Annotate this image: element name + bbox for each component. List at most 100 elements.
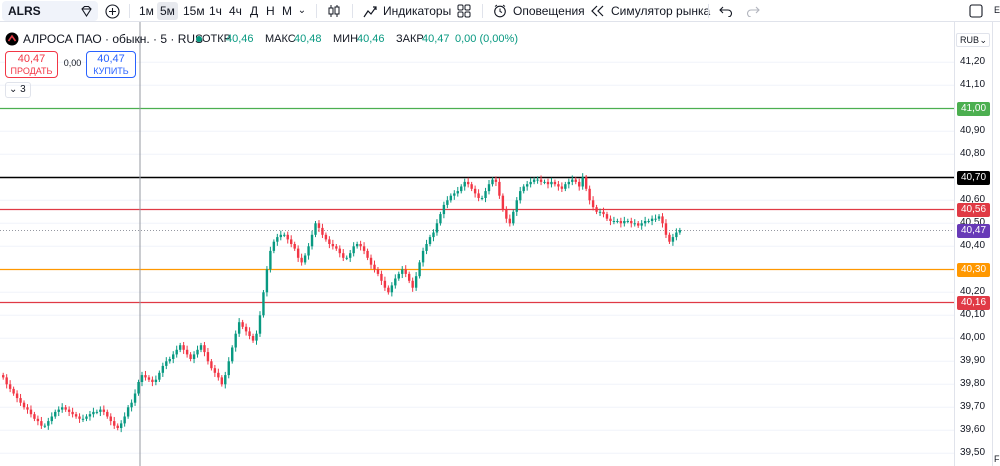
candle bbox=[633, 219, 636, 227]
replay-button[interactable]: Симулятор рынка bbox=[611, 4, 711, 18]
candle bbox=[269, 246, 272, 273]
timeframe-more-icon[interactable]: ⌄ bbox=[297, 5, 307, 16]
candle bbox=[643, 216, 647, 227]
candle bbox=[616, 218, 619, 224]
candle bbox=[460, 184, 463, 194]
collapse-indicators-button[interactable]: ⌄ 3 bbox=[5, 82, 31, 98]
add-symbol-icon[interactable] bbox=[104, 0, 120, 22]
candle bbox=[314, 221, 317, 238]
candles-icon[interactable] bbox=[326, 0, 342, 22]
candle bbox=[43, 423, 47, 428]
timeframe-day[interactable]: Д bbox=[250, 4, 259, 18]
candle bbox=[12, 386, 15, 396]
candle bbox=[494, 176, 498, 187]
undo-icon[interactable] bbox=[718, 0, 734, 22]
candle bbox=[564, 181, 567, 192]
symbol-search[interactable]: ALRS bbox=[2, 1, 98, 21]
candle bbox=[279, 230, 282, 241]
candle bbox=[67, 406, 71, 417]
candle bbox=[380, 270, 383, 285]
candle bbox=[512, 209, 515, 226]
candle bbox=[300, 253, 303, 266]
candle bbox=[605, 211, 609, 221]
candle bbox=[640, 220, 643, 230]
candle bbox=[505, 206, 508, 223]
change-value: 0,00 (0,00%) bbox=[455, 33, 518, 45]
buy-button[interactable]: 40,47 КУПИТЬ bbox=[86, 51, 136, 78]
candle bbox=[324, 232, 328, 242]
candle bbox=[456, 186, 459, 197]
templates-icon[interactable] bbox=[456, 0, 472, 22]
last-price-label: 40,47 bbox=[957, 223, 990, 238]
candle bbox=[574, 177, 577, 185]
replay-icon[interactable] bbox=[590, 0, 606, 22]
candle bbox=[234, 330, 237, 352]
candle bbox=[525, 180, 529, 191]
indicators-button[interactable]: Индикаторы bbox=[383, 4, 452, 18]
price-tick-label: 40,90 bbox=[960, 125, 986, 137]
candle bbox=[376, 267, 380, 277]
candle bbox=[442, 201, 446, 219]
candle bbox=[15, 390, 19, 403]
candle bbox=[47, 417, 50, 430]
compare-icon[interactable] bbox=[78, 0, 94, 22]
price-tick-label: 40,00 bbox=[960, 332, 986, 344]
timeframe-1m[interactable]: 1м bbox=[139, 4, 154, 18]
candle bbox=[401, 266, 404, 279]
candle bbox=[671, 233, 675, 246]
candle bbox=[612, 216, 616, 225]
timeframe-4h[interactable]: 4ч bbox=[229, 4, 242, 18]
candle bbox=[328, 236, 331, 249]
timeframe-1h[interactable]: 1ч bbox=[209, 4, 222, 18]
timeframe-month[interactable]: М bbox=[282, 4, 292, 18]
candle bbox=[366, 248, 369, 261]
alerts-button[interactable]: Оповещения bbox=[513, 4, 585, 18]
redo-icon[interactable] bbox=[745, 0, 761, 22]
candle bbox=[630, 217, 633, 228]
candle bbox=[231, 345, 234, 364]
indicators-icon[interactable] bbox=[362, 0, 378, 22]
price-tick-label: 39,80 bbox=[960, 378, 986, 390]
candle bbox=[515, 197, 518, 216]
alerts-icon[interactable] bbox=[492, 0, 508, 22]
candle bbox=[480, 195, 484, 201]
candle bbox=[185, 345, 189, 358]
candle bbox=[466, 177, 470, 188]
candle bbox=[623, 216, 626, 227]
level-price-label: 40,16 bbox=[957, 295, 990, 310]
candle bbox=[255, 330, 258, 345]
candle bbox=[584, 175, 588, 192]
price-tick-label: 39,60 bbox=[960, 424, 986, 436]
candle bbox=[591, 196, 595, 211]
candle bbox=[224, 371, 227, 389]
price-tick-label: 41,10 bbox=[960, 79, 986, 91]
candle bbox=[272, 239, 276, 254]
currency-selector[interactable]: RUB ⌄ bbox=[956, 33, 990, 47]
candle bbox=[522, 184, 525, 194]
market-status-dot bbox=[196, 36, 202, 42]
candle bbox=[546, 178, 550, 189]
candle bbox=[99, 406, 102, 417]
edge-label-bottom: F bbox=[994, 454, 1000, 464]
candle bbox=[74, 411, 78, 419]
toolbar-divider bbox=[708, 4, 709, 18]
candle bbox=[60, 403, 64, 413]
candle bbox=[362, 242, 366, 255]
timeframe-week[interactable]: Н bbox=[266, 4, 275, 18]
timeframe-5m[interactable]: 5м bbox=[157, 2, 178, 20]
candle bbox=[78, 413, 81, 423]
candle bbox=[331, 239, 335, 250]
candle bbox=[283, 232, 286, 238]
indicator-count: 3 bbox=[20, 84, 26, 95]
candle bbox=[88, 410, 92, 421]
price-tick-label: 40,20 bbox=[960, 286, 986, 298]
sell-button[interactable]: 40,47 ПРОДАТЬ bbox=[5, 51, 58, 78]
layout-icon[interactable] bbox=[968, 0, 984, 22]
candle bbox=[532, 177, 536, 185]
candle bbox=[290, 235, 293, 248]
timeframe-15m[interactable]: 15м bbox=[183, 4, 205, 18]
candle bbox=[421, 247, 425, 267]
candle bbox=[36, 415, 40, 426]
candle bbox=[473, 185, 477, 198]
